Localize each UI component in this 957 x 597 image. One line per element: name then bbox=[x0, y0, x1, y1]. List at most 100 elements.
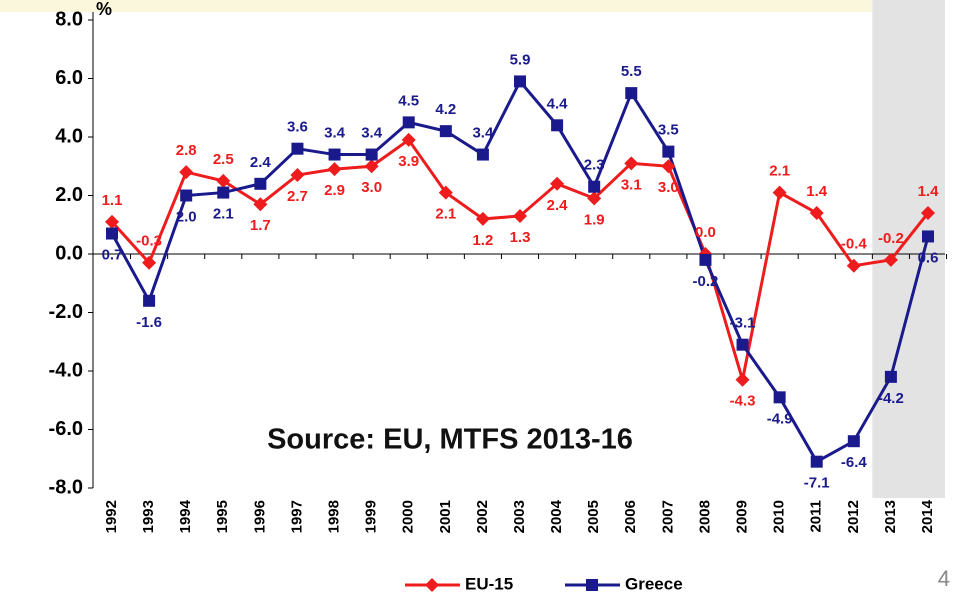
marker bbox=[142, 255, 157, 270]
marker bbox=[327, 162, 342, 177]
annotation: Source: EU, MTFS 2013-16 bbox=[267, 424, 633, 456]
x-tick-label: 2003 bbox=[511, 500, 528, 533]
data-label: 1.3 bbox=[510, 229, 531, 246]
data-label: -0.4 bbox=[841, 236, 868, 253]
x-tick-label: 1999 bbox=[363, 500, 380, 533]
x-tick-label: 2013 bbox=[882, 500, 899, 533]
data-label: 3.4 bbox=[361, 125, 383, 142]
marker bbox=[476, 148, 489, 161]
x-tick-label: 2009 bbox=[734, 500, 751, 533]
marker bbox=[216, 173, 231, 188]
data-label: 2.1 bbox=[769, 163, 790, 180]
marker bbox=[551, 119, 564, 132]
marker bbox=[921, 206, 935, 221]
y-tick-label: 2.0 bbox=[55, 184, 83, 206]
data-label: 3.4 bbox=[472, 125, 494, 142]
legend-marker bbox=[425, 578, 439, 592]
series-line bbox=[110, 78, 930, 464]
data-label: 2.1 bbox=[213, 206, 234, 223]
x-tick-label: 1994 bbox=[177, 499, 194, 533]
x-tick-label: 2005 bbox=[585, 500, 602, 533]
data-label: 3.0 bbox=[658, 179, 679, 196]
marker bbox=[809, 206, 824, 221]
marker bbox=[364, 159, 379, 174]
data-label: 0.0 bbox=[695, 224, 716, 241]
x-tick-label: 2001 bbox=[437, 500, 454, 533]
data-label: -0.2 bbox=[693, 273, 719, 290]
data-label: -0.3 bbox=[136, 233, 162, 250]
data-label: 4.5 bbox=[398, 92, 419, 109]
data-label: 1.4 bbox=[918, 183, 940, 200]
data-label: -4.2 bbox=[878, 390, 904, 407]
x-tick-label: 2014 bbox=[919, 499, 936, 533]
x-tick-label: 1997 bbox=[288, 500, 305, 533]
data-label: 2.3 bbox=[584, 157, 605, 174]
marker bbox=[699, 253, 712, 266]
data-label: 3.6 bbox=[287, 119, 308, 136]
marker bbox=[847, 435, 860, 448]
marker bbox=[106, 227, 118, 240]
data-label: 2.8 bbox=[176, 142, 197, 159]
x-tick-label: 1993 bbox=[140, 500, 157, 533]
y-tick-label: 4.0 bbox=[55, 125, 83, 147]
y-tick-label: -6.0 bbox=[49, 418, 83, 440]
marker bbox=[254, 177, 267, 190]
marker bbox=[661, 159, 676, 174]
y-tick-label: -2.0 bbox=[49, 301, 83, 323]
y-tick-label: 6.0 bbox=[55, 67, 83, 89]
data-label: 1.9 bbox=[584, 211, 605, 228]
data-label: 3.1 bbox=[621, 176, 642, 193]
marker bbox=[624, 156, 639, 171]
marker bbox=[328, 148, 341, 161]
data-label: 1.1 bbox=[102, 192, 123, 209]
data-label: 5.5 bbox=[621, 63, 642, 80]
data-label: 1.7 bbox=[250, 217, 271, 234]
data-label: -0.2 bbox=[878, 230, 904, 247]
marker bbox=[291, 142, 304, 155]
data-label: 2.7 bbox=[287, 188, 308, 205]
marker bbox=[810, 455, 823, 468]
marker bbox=[514, 75, 526, 88]
top-band bbox=[0, 0, 872, 12]
marker bbox=[884, 370, 897, 383]
x-tick-label: 2000 bbox=[400, 500, 417, 533]
x-tick-label: 1992 bbox=[103, 500, 120, 533]
data-label: -1.6 bbox=[136, 314, 162, 331]
data-label: 1.2 bbox=[472, 232, 493, 249]
x-tick-label: 2007 bbox=[659, 500, 676, 533]
marker bbox=[438, 185, 453, 200]
data-label: 3.9 bbox=[398, 153, 419, 170]
marker bbox=[290, 168, 305, 183]
marker bbox=[846, 258, 861, 273]
data-label: 3.5 bbox=[658, 122, 679, 139]
x-tick-label: 1998 bbox=[326, 500, 343, 533]
data-label: -7.1 bbox=[804, 475, 830, 492]
data-label: 3.4 bbox=[324, 125, 346, 142]
legend-label: Greece bbox=[625, 574, 683, 593]
marker bbox=[513, 208, 527, 223]
data-label: -3.1 bbox=[730, 315, 756, 332]
y-tick-label: 8.0 bbox=[55, 8, 83, 30]
marker bbox=[253, 197, 268, 212]
data-label: 2.5 bbox=[213, 151, 234, 168]
data-label: -4.9 bbox=[767, 410, 793, 427]
data-label: 0.6 bbox=[918, 249, 939, 266]
y-tick-label: -8.0 bbox=[49, 476, 83, 498]
marker bbox=[179, 165, 194, 180]
marker bbox=[401, 132, 416, 147]
data-label: 2.1 bbox=[435, 206, 456, 223]
x-tick-label: 2010 bbox=[771, 500, 788, 533]
x-tick-label: 2006 bbox=[622, 500, 639, 533]
marker bbox=[475, 211, 490, 226]
page-number: 4 bbox=[938, 566, 950, 591]
marker bbox=[735, 372, 750, 387]
marker bbox=[922, 230, 934, 243]
y-axis-label: % bbox=[96, 0, 112, 19]
data-label: 4.2 bbox=[435, 101, 456, 118]
marker bbox=[588, 180, 601, 193]
data-label: -6.4 bbox=[841, 454, 868, 471]
data-label: 1.4 bbox=[806, 183, 828, 200]
forecast-shade bbox=[872, 0, 945, 498]
x-tick-label: 2002 bbox=[474, 500, 491, 533]
